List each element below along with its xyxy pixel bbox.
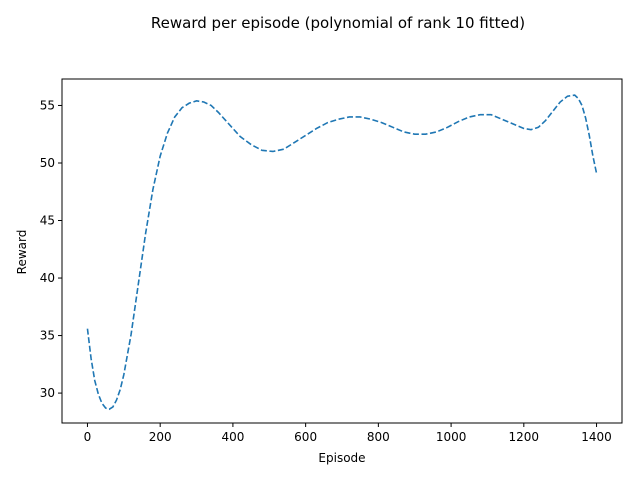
y-axis-ticks: 30 35 40 45 50 55 bbox=[40, 98, 62, 400]
series-line-0 bbox=[86, 94, 598, 411]
y-tick-label: 30 bbox=[40, 386, 55, 400]
y-tick-label: 35 bbox=[40, 329, 55, 343]
y-axis-label: Reward bbox=[15, 230, 29, 275]
x-tick-label: 800 bbox=[367, 430, 390, 444]
x-tick-label: 400 bbox=[221, 430, 244, 444]
chart-title: Reward per episode (polynomial of rank 1… bbox=[151, 14, 525, 32]
y-tick-label: 55 bbox=[40, 98, 55, 112]
x-tick-label: 1000 bbox=[436, 430, 467, 444]
x-tick-label: 0 bbox=[84, 430, 92, 444]
y-tick-label: 40 bbox=[40, 271, 55, 285]
x-axis-ticks: 0 200 400 600 800 1000 1200 1400 bbox=[84, 423, 612, 444]
x-tick-label: 600 bbox=[294, 430, 317, 444]
x-tick-label: 200 bbox=[149, 430, 172, 444]
x-tick-label: 1400 bbox=[581, 430, 612, 444]
x-tick-label: 1200 bbox=[509, 430, 540, 444]
y-tick-label: 50 bbox=[40, 156, 55, 170]
plot-area bbox=[61, 78, 623, 424]
x-axis-label: Episode bbox=[318, 451, 365, 465]
plot-frame bbox=[61, 78, 623, 424]
y-tick-label: 45 bbox=[40, 214, 55, 228]
